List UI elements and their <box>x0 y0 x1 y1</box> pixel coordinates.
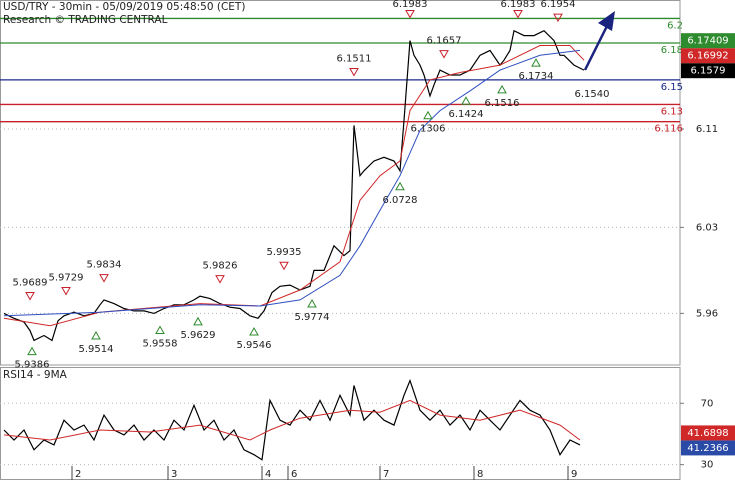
high-marker <box>61 287 71 296</box>
high-label: 6.1983 <box>501 0 536 10</box>
low-label: 5.9546 <box>237 340 272 351</box>
forecast-arrowhead <box>598 11 615 31</box>
high-label: 5.9826 <box>203 261 238 272</box>
y-tick-label: 30 <box>701 460 714 471</box>
high-label: 6.1511 <box>337 54 372 65</box>
chart-subtitle: Research © TRADING CENTRAL <box>3 14 168 26</box>
y-tick-label: 5.96 <box>696 308 718 319</box>
value-box <box>681 48 735 64</box>
price-label: 6.1540 <box>575 89 610 100</box>
high-label: 6.1954 <box>541 0 576 10</box>
value-box-label: 41.2366 <box>687 443 728 454</box>
low-marker <box>193 316 203 326</box>
chart-title: USD/TRY - 30min - 05/09/2019 05:48:50 (C… <box>3 1 245 13</box>
value-box <box>681 425 735 441</box>
rsi-title: RSI14 - 9MA <box>3 369 68 381</box>
value-box-label: 6.1579 <box>691 66 726 77</box>
low-label: 6.1516 <box>485 98 520 109</box>
series-line <box>3 378 581 461</box>
low-label: 6.0728 <box>383 195 418 206</box>
high-marker <box>99 274 109 283</box>
high-marker <box>439 50 449 59</box>
high-marker <box>513 10 523 19</box>
series-line <box>3 399 581 441</box>
x-tick-label: 6 <box>291 469 297 480</box>
value-box-label: 6.17409 <box>687 36 728 47</box>
value-box <box>681 440 735 456</box>
low-marker <box>423 110 433 120</box>
high-label: 6.1983 <box>393 0 428 10</box>
low-marker <box>531 58 541 67</box>
high-marker <box>349 68 359 77</box>
x-tick-label: 7 <box>383 469 389 480</box>
high-label: 5.9689 <box>13 277 48 288</box>
value-box <box>681 33 735 49</box>
low-marker <box>307 298 317 308</box>
x-tick-label: 4 <box>265 469 271 480</box>
low-label: 5.9629 <box>181 330 216 341</box>
y-tick-label: 6.11 <box>696 124 718 135</box>
high-marker <box>405 10 415 19</box>
low-marker <box>497 84 507 94</box>
series-line <box>3 29 585 342</box>
low-label: 5.9386 <box>15 360 50 371</box>
low-marker <box>395 181 405 191</box>
level-label: 6.15 <box>661 82 683 93</box>
low-label: 6.1424 <box>449 109 484 120</box>
high-label: 5.9935 <box>267 247 302 258</box>
high-label: 5.9834 <box>87 260 122 271</box>
level-label: 6.13 <box>661 106 683 117</box>
y-tick-label: 70 <box>701 398 714 409</box>
level-label: 6.18 <box>661 45 683 56</box>
low-marker <box>249 327 259 336</box>
low-label: 6.1306 <box>411 124 446 135</box>
series-line <box>3 45 585 327</box>
high-marker <box>553 13 563 23</box>
x-tick-label: 2 <box>75 469 81 480</box>
price-panel-frame <box>0 0 681 366</box>
value-box-label: 41.6898 <box>687 428 728 439</box>
level-label: 6.2 <box>667 20 683 31</box>
y-tick-label: 6.03 <box>696 222 718 233</box>
value-box <box>681 63 735 79</box>
high-marker <box>215 275 225 284</box>
low-label: 5.9514 <box>79 344 114 355</box>
series-line <box>3 49 581 317</box>
low-label: 6.1734 <box>519 71 554 82</box>
high-marker <box>25 291 35 301</box>
high-label: 5.9729 <box>49 273 84 284</box>
x-tick-label: 3 <box>171 469 177 480</box>
low-marker <box>27 346 37 356</box>
low-marker <box>461 96 471 105</box>
level-label: 6.116 <box>654 124 683 135</box>
low-marker <box>91 330 101 340</box>
low-marker <box>155 325 165 335</box>
high-label: 6.1657 <box>427 36 462 47</box>
x-tick-label: 8 <box>477 469 483 480</box>
forecast-arrow <box>583 23 610 71</box>
value-box-label: 6.16992 <box>687 51 728 62</box>
low-label: 5.9558 <box>143 339 178 350</box>
high-marker <box>279 261 289 271</box>
low-label: 5.9774 <box>295 312 330 323</box>
x-tick-label: 9 <box>571 469 577 480</box>
